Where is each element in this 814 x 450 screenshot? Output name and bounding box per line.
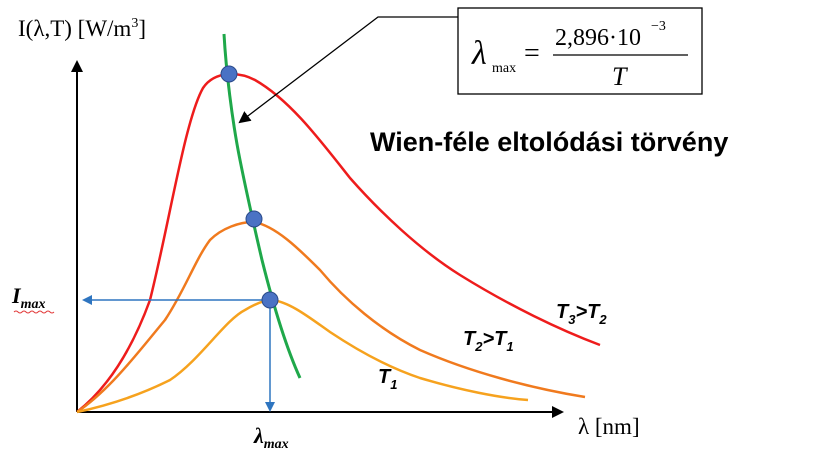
curve-t3 [76, 73, 601, 413]
formula-box [457, 7, 703, 95]
peak-dot-icon [245, 210, 263, 228]
formula-numerator: 2,896·10 [555, 25, 641, 51]
curve-label-t2: T2>T1 [463, 328, 514, 354]
curve-t2 [76, 220, 586, 414]
lambda-max-label: λmax [253, 423, 289, 450]
diagram-title: Wien-féle eltolódási törvény [370, 127, 728, 157]
imax-squiggle [13, 310, 55, 314]
formula-equals: = [524, 38, 540, 69]
formula-lambda-symbol: λ [471, 35, 487, 72]
imax-label: Imax [11, 283, 45, 312]
formula-callout-line [238, 16, 458, 124]
curve-label-t1: T1 [378, 366, 397, 392]
curve-label-t3: T3>T2 [556, 301, 607, 327]
y-axis-label: I(λ,T) [W/m3] [18, 16, 146, 41]
formula-exponent: −3 [651, 19, 666, 34]
formula-lambda-subscript: max [492, 61, 516, 76]
peak-dot-icon [220, 65, 238, 83]
peak-dot-icon [261, 291, 279, 309]
x-axis-label: λ [nm] [578, 414, 640, 439]
formula-denominator: T [612, 62, 628, 91]
